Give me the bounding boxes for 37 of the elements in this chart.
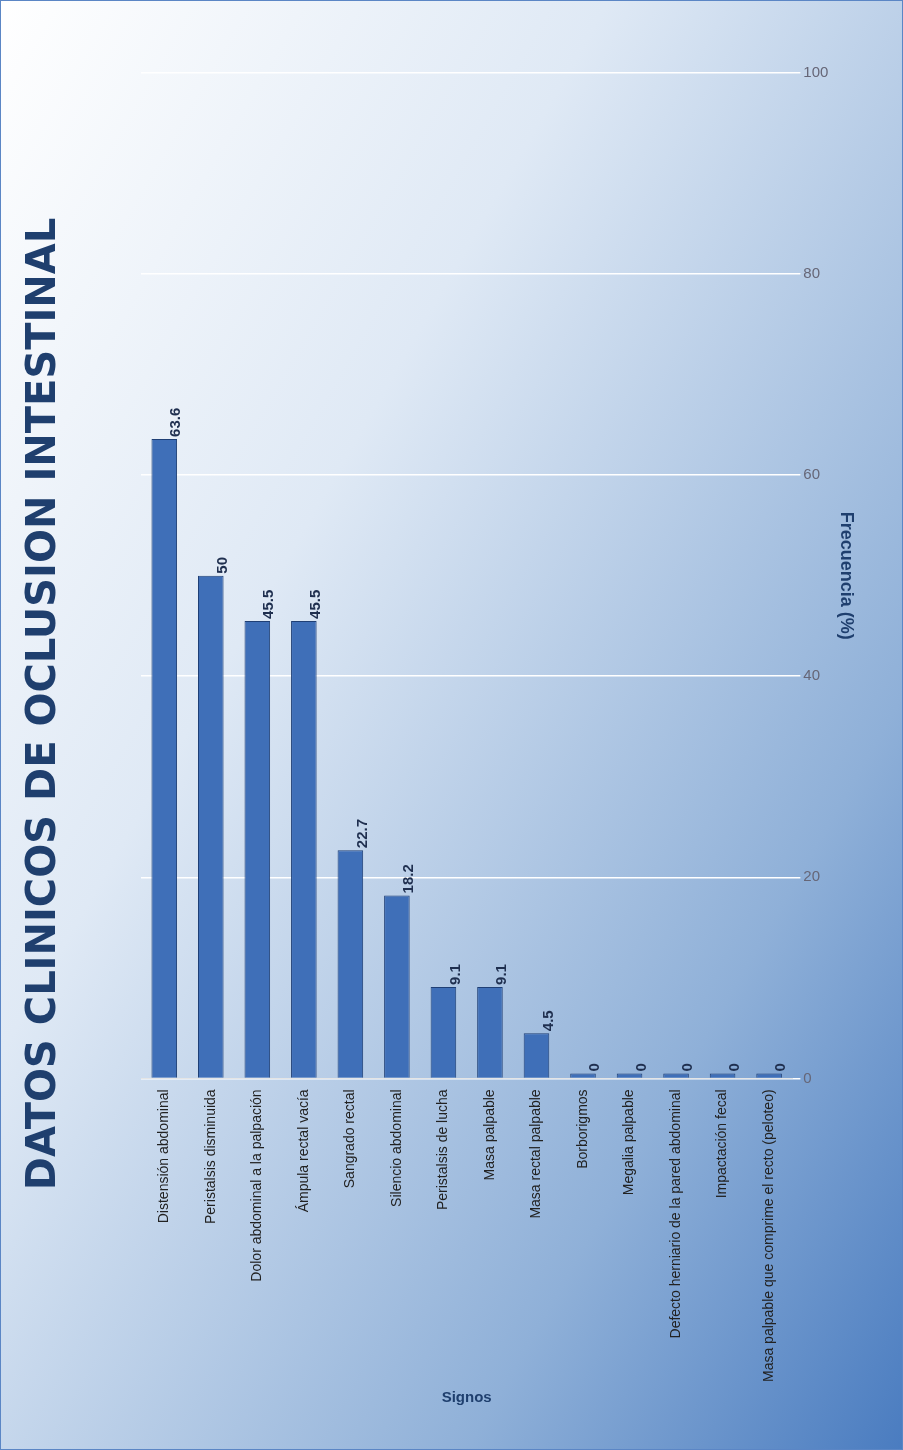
x-tick-label: Distensión abdominal	[155, 1089, 172, 1224]
x-axis-title: Signos	[441, 1388, 492, 1406]
x-tick-label: Dolor abdominal a la palpación	[248, 1089, 265, 1282]
y-tick-label: 40	[803, 666, 821, 684]
data-label: 0	[631, 1063, 649, 1072]
x-tick-label: Peristalsis disminuida	[201, 1089, 218, 1225]
data-label: 45.5	[259, 589, 277, 619]
data-label: 0	[678, 1063, 696, 1072]
data-label: 50	[212, 557, 230, 574]
y-tick-label: 20	[803, 867, 821, 885]
data-label: 45.5	[305, 589, 323, 619]
x-tick-label: Masa rectal palpable	[527, 1089, 544, 1219]
x-tick-label: Defecto herniario de la pared abdominal	[666, 1089, 683, 1339]
data-label: 22.7	[352, 818, 370, 849]
data-label: 9.1	[492, 964, 510, 985]
x-tick-label: Masa palpable que comprime el recto (peloteo)	[759, 1089, 776, 1383]
data-label: 0	[724, 1063, 742, 1072]
y-tick-label: 60	[803, 465, 821, 483]
data-label: 18.2	[399, 864, 417, 894]
x-tick-label: Impactación fecal	[713, 1089, 730, 1199]
x-tick-label: Borborigmos	[573, 1089, 590, 1169]
data-label: 0	[585, 1063, 603, 1072]
text: DATOS CLINICOS DE OCLUSION INTESTINAL	[18, 216, 64, 1193]
y-tick-label: 0	[803, 1068, 812, 1086]
x-tick-label: Silencio abdominal	[387, 1089, 404, 1207]
data-label: 9.1	[445, 964, 463, 985]
x-tick-label: Masa palpable	[480, 1089, 497, 1181]
data-label: 63.6	[166, 407, 184, 437]
x-tick-label: Ámpula rectal vacía	[294, 1089, 311, 1213]
data-label: 0	[771, 1063, 789, 1072]
x-tick-label: Peristalsis de lucha	[434, 1089, 451, 1211]
x-tick-label: Megalia palpable	[620, 1089, 637, 1196]
y-tick-label: 100	[803, 63, 829, 81]
y-tick-label: 80	[803, 264, 821, 282]
y-axis-title: Frecuencia (%)	[837, 511, 858, 640]
data-label: 4.5	[538, 1010, 556, 1032]
x-tick-label: Sangrado rectal	[341, 1089, 358, 1189]
